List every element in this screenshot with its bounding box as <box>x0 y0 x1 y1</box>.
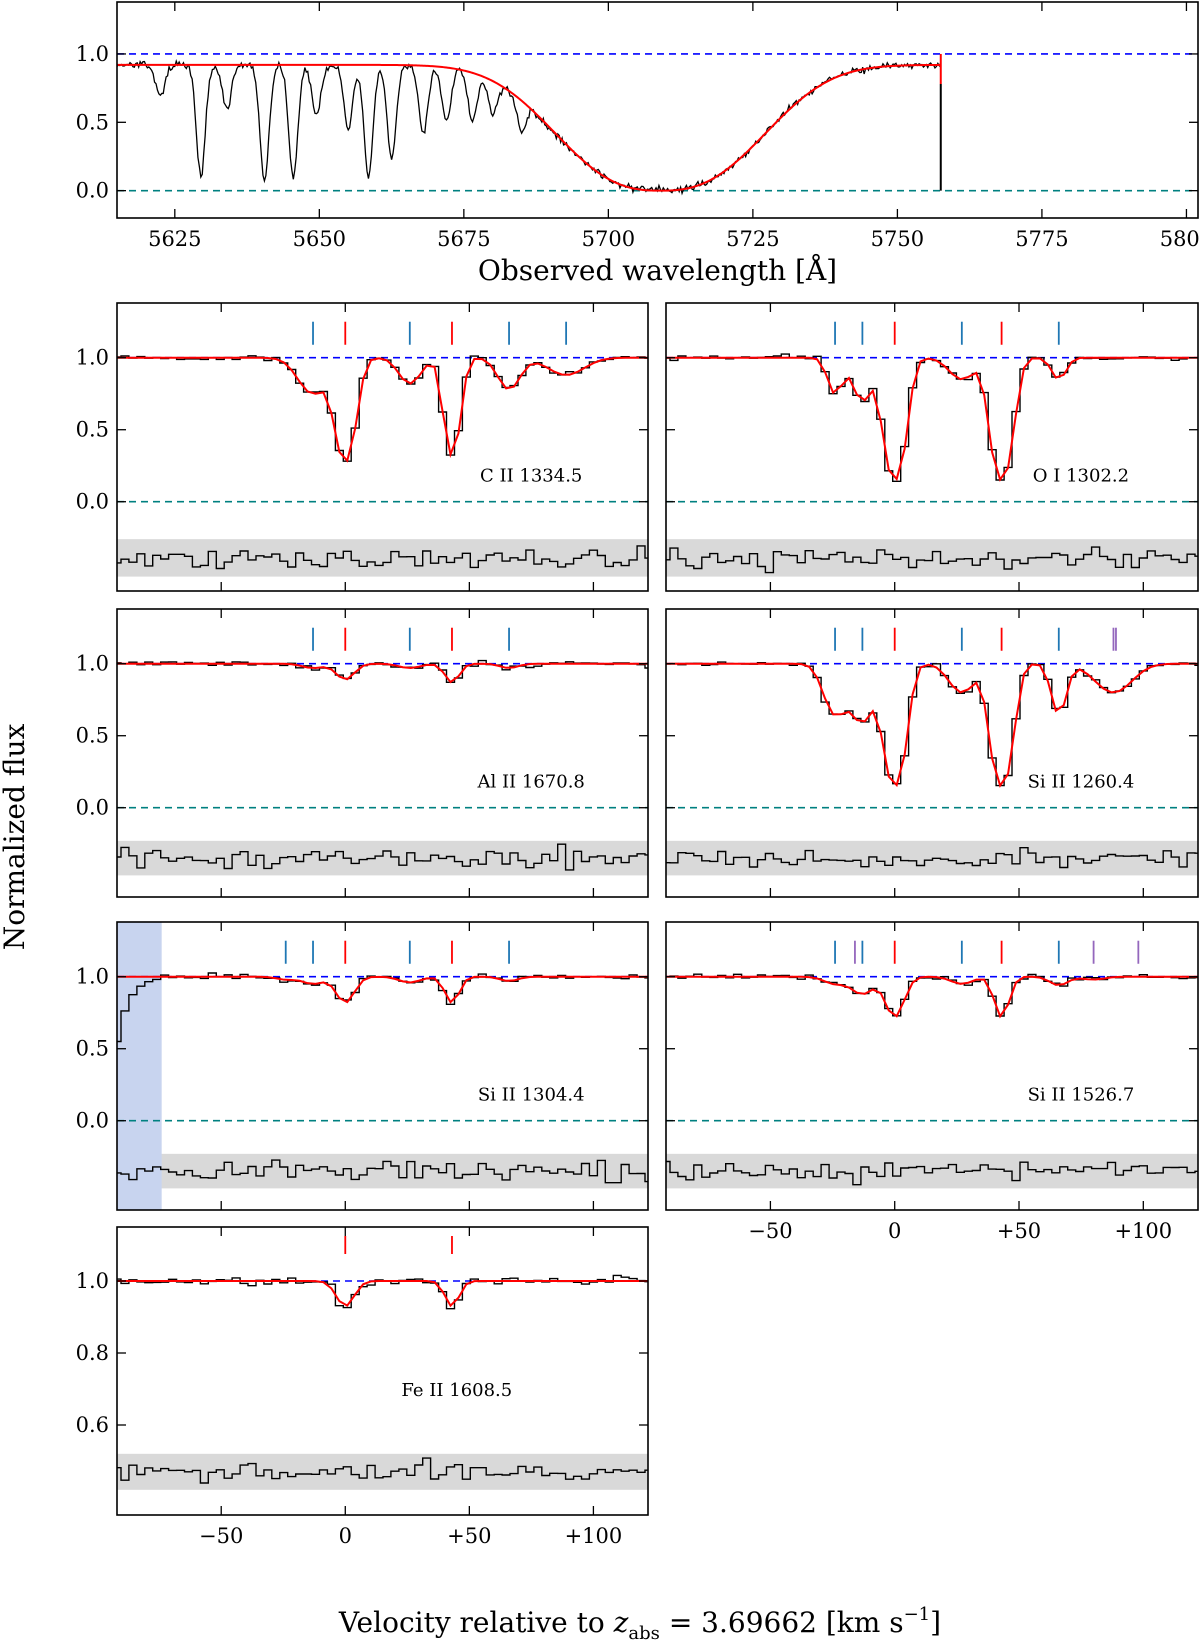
residual-histogram <box>117 843 648 871</box>
x-tick-label: −50 <box>199 1524 243 1548</box>
panel-label: Si II 1304.4 <box>478 1085 585 1106</box>
x-tick-label: 0 <box>339 1524 352 1548</box>
x-tick-label: +50 <box>997 1219 1041 1243</box>
x-tick-label: 5775 <box>1015 227 1068 251</box>
panel-frame <box>116 921 649 1211</box>
panel-plot-area <box>666 321 1198 577</box>
residual-histogram <box>117 545 648 570</box>
panel-o-i-1302: O I 1302.2 <box>665 302 1199 592</box>
x-axis-title: Velocity relative to zabs = 3.69662 [km … <box>338 1604 941 1643</box>
y-tick-label: 1.0 <box>76 1269 109 1293</box>
y-tick-label: 1.0 <box>76 965 109 989</box>
panel-frame <box>665 921 1199 1211</box>
flux-data-histogram <box>117 972 648 1043</box>
panel-label: Si II 1526.7 <box>1028 1085 1135 1106</box>
panel-frame <box>116 302 649 592</box>
x-tick-label: +100 <box>1114 1219 1172 1243</box>
panel-frame <box>116 608 649 898</box>
residual-band <box>117 539 648 577</box>
flux-data-histogram <box>666 661 1198 787</box>
flux-data-histogram <box>666 353 1198 482</box>
panel-plot-area <box>666 940 1198 1189</box>
x-axis-title-wavelength: Observed wavelength [Å] <box>478 254 837 287</box>
panel-plot-area <box>117 922 648 1210</box>
x-tick-label: 5650 <box>293 227 346 251</box>
panel-plot-area <box>117 1236 648 1490</box>
y-tick-label: 1.0 <box>76 42 109 66</box>
panel-plot-area <box>117 627 648 876</box>
y-tick-label: 0.5 <box>76 724 109 748</box>
y-tick-label: 1.0 <box>76 346 109 370</box>
panel-label: Al II 1670.8 <box>476 772 584 793</box>
residual-histogram <box>666 1160 1198 1186</box>
voigt-model-line <box>666 356 1198 482</box>
panel-plot-area <box>117 53 1198 196</box>
x-tick-label: 5675 <box>437 227 490 251</box>
residual-histogram <box>117 1457 648 1484</box>
panel-dla-overview: 0.0 0.5 1.0 5625 5650 5675 5700 5725 5750 5775 580… <box>76 1 1200 287</box>
flux-data-histogram <box>117 355 648 462</box>
panel-frame <box>665 302 1199 592</box>
masked-region <box>117 922 162 1210</box>
residual-band <box>117 840 648 876</box>
y-tick-label: 0.8 <box>76 1341 109 1365</box>
y-tick-label: 0.0 <box>76 179 109 203</box>
panel-label: C II 1334.5 <box>480 466 582 487</box>
dla-model-line <box>117 63 941 192</box>
x-tick-label: 0 <box>888 1219 901 1243</box>
residual-band <box>117 1153 648 1189</box>
panel-plot-area <box>117 321 648 577</box>
panel-frame <box>116 1226 649 1516</box>
x-tick-label: −50 <box>748 1219 792 1243</box>
panel-plot-area <box>666 627 1198 876</box>
x-tick-label: +100 <box>565 1524 623 1548</box>
y-tick-label: 0.0 <box>76 490 109 514</box>
voigt-model-line <box>117 356 648 463</box>
x-tick-label: 5800 <box>1160 227 1200 251</box>
voigt-model-line <box>117 1280 648 1308</box>
panel-frame <box>116 1 1199 219</box>
x-tick-label: 5750 <box>871 227 924 251</box>
x-tick-label: 5725 <box>726 227 779 251</box>
voigt-model-line <box>117 975 648 1004</box>
voigt-model-line <box>666 662 1198 788</box>
y-tick-label: 0.5 <box>76 418 109 442</box>
y-tick-label: 0.0 <box>76 796 109 820</box>
residual-histogram <box>666 546 1198 574</box>
panel-si-ii-1304: Si II 1304.4 0.0 0.5 1.0 <box>76 921 649 1211</box>
y-tick-label: 0.6 <box>76 1413 109 1437</box>
x-tick-label: +50 <box>447 1524 491 1548</box>
flux-data-histogram <box>117 1274 648 1310</box>
panel-c-ii-1334: C II 1334.5 0.0 0.5 1.0 <box>76 302 649 592</box>
panel-frame <box>665 608 1199 898</box>
flux-data-histogram <box>666 973 1198 1017</box>
voigt-model-line <box>117 662 648 684</box>
voigt-model-line <box>666 975 1198 1019</box>
panel-si-ii-1526: Si II 1526.7 −50 0 +50 +100 <box>665 921 1199 1243</box>
spectrum-data-line <box>117 58 942 196</box>
x-tick-label: 5700 <box>582 227 635 251</box>
residual-histogram <box>117 1159 648 1184</box>
panel-label: Si II 1260.4 <box>1028 772 1135 793</box>
y-axis-title: Normalized flux <box>0 724 31 951</box>
panel-fe-ii-1608: Fe II 1608.5 0.6 0.8 1.0 −50 0 +50 +100 <box>76 1226 649 1548</box>
panel-al-ii-1670: Al II 1670.8 0.0 0.5 1.0 <box>76 608 649 898</box>
panel-label: O I 1302.2 <box>1033 466 1129 487</box>
y-tick-label: 0.5 <box>76 110 109 134</box>
residual-band <box>117 1453 648 1490</box>
panel-label: Fe II 1608.5 <box>401 1380 512 1401</box>
y-tick-label: 1.0 <box>76 652 109 676</box>
y-tick-label: 0.5 <box>76 1037 109 1061</box>
residual-histogram <box>666 847 1198 869</box>
y-tick-label: 0.0 <box>76 1109 109 1133</box>
x-tick-label: 5625 <box>148 227 201 251</box>
panel-si-ii-1260: Si II 1260.4 <box>665 608 1199 898</box>
